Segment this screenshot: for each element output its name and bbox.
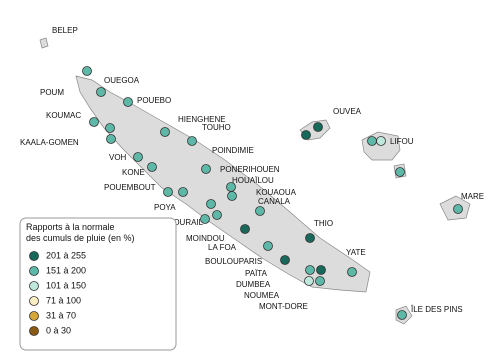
station-marker xyxy=(106,134,116,144)
legend-swatch xyxy=(29,266,39,276)
station-marker xyxy=(315,276,325,286)
place-label: CANALA xyxy=(258,197,291,206)
station-marker xyxy=(376,136,386,146)
place-label: BOURAIL xyxy=(168,218,204,227)
legend-box xyxy=(19,217,177,351)
station-marker xyxy=(133,152,143,162)
legend-swatch xyxy=(29,326,39,336)
place-label: POYA xyxy=(154,203,176,212)
place-label: KONE xyxy=(122,168,145,177)
place-label: TOUHO xyxy=(202,123,231,132)
place-label: VOH xyxy=(109,153,127,162)
legend-label: 31 à 70 xyxy=(46,310,76,320)
place-label: ÎLE DES PINS xyxy=(410,305,463,314)
place-label: MOINDOU xyxy=(186,234,225,243)
legend-swatch xyxy=(29,296,39,306)
legend-label: 0 à 30 xyxy=(46,325,71,335)
place-label: HOUAÏLOU xyxy=(232,176,274,185)
place-label: KAALA-GOMEN xyxy=(20,138,79,147)
station-marker xyxy=(96,87,106,97)
legend-label: 71 à 100 xyxy=(46,295,81,305)
legend-label: 201 à 255 xyxy=(46,250,86,260)
station-marker xyxy=(105,123,115,133)
station-marker xyxy=(206,199,216,209)
station-marker xyxy=(82,66,92,76)
station-marker xyxy=(305,233,315,243)
place-label: OUEGOA xyxy=(104,76,140,85)
station-marker xyxy=(163,187,173,197)
legend: Rapports à la normale des cumuls de pluie… xyxy=(19,217,177,351)
station-marker xyxy=(304,276,314,286)
place-label: KOUAOUA xyxy=(256,188,297,197)
station-marker xyxy=(453,204,463,214)
place-label: PONERIHOUEN xyxy=(220,165,280,174)
place-label: MONT-DORE xyxy=(259,302,308,311)
place-label: POUEMBOUT xyxy=(104,183,156,192)
place-label: THIO xyxy=(314,219,333,228)
station-marker xyxy=(123,97,133,107)
place-label: LIFOU xyxy=(390,137,414,146)
place-label: POUEBO xyxy=(137,96,171,105)
place-label: BOULOUPARIS xyxy=(205,257,262,266)
station-marker xyxy=(160,127,170,137)
station-marker xyxy=(178,187,188,197)
station-marker xyxy=(316,265,326,275)
place-label: PAÏTA xyxy=(245,269,268,278)
station-marker xyxy=(212,210,222,220)
station-marker xyxy=(89,117,99,127)
station-marker xyxy=(367,136,377,146)
station-marker xyxy=(313,122,323,132)
place-label: LA FOA xyxy=(208,243,237,252)
place-label: POUM xyxy=(40,88,64,97)
station-marker xyxy=(201,164,211,174)
station-marker xyxy=(255,206,265,216)
place-label: OUVEA xyxy=(333,107,362,116)
place-label: YATE xyxy=(346,248,366,257)
station-marker xyxy=(227,191,237,201)
station-marker xyxy=(305,265,315,275)
station-marker xyxy=(240,224,250,234)
place-label: DUMBEA xyxy=(236,280,271,289)
legend-swatch xyxy=(29,311,39,321)
station-marker xyxy=(280,255,290,265)
legend-swatch xyxy=(29,281,39,291)
station-marker xyxy=(397,310,407,320)
station-marker xyxy=(347,267,357,277)
place-label: HIENGHENE xyxy=(178,115,226,124)
place-label: NOUMEA xyxy=(244,291,280,300)
legend-label: 151 à 200 xyxy=(46,265,86,275)
station-marker xyxy=(147,162,157,172)
legend-label: 101 à 150 xyxy=(46,280,86,290)
station-marker xyxy=(187,136,197,146)
station-marker xyxy=(301,130,311,140)
place-label: KOUMAC xyxy=(46,111,81,120)
place-label: POINDIMIE xyxy=(212,146,254,155)
place-label: MARE xyxy=(461,192,484,201)
legend-swatch xyxy=(29,251,39,261)
station-marker xyxy=(395,167,405,177)
station-marker xyxy=(263,241,273,251)
station-marker xyxy=(200,214,210,224)
legend-title: Rapports à la normale des cumuls de pluie… xyxy=(26,222,135,243)
place-label: BELEP xyxy=(52,26,78,35)
